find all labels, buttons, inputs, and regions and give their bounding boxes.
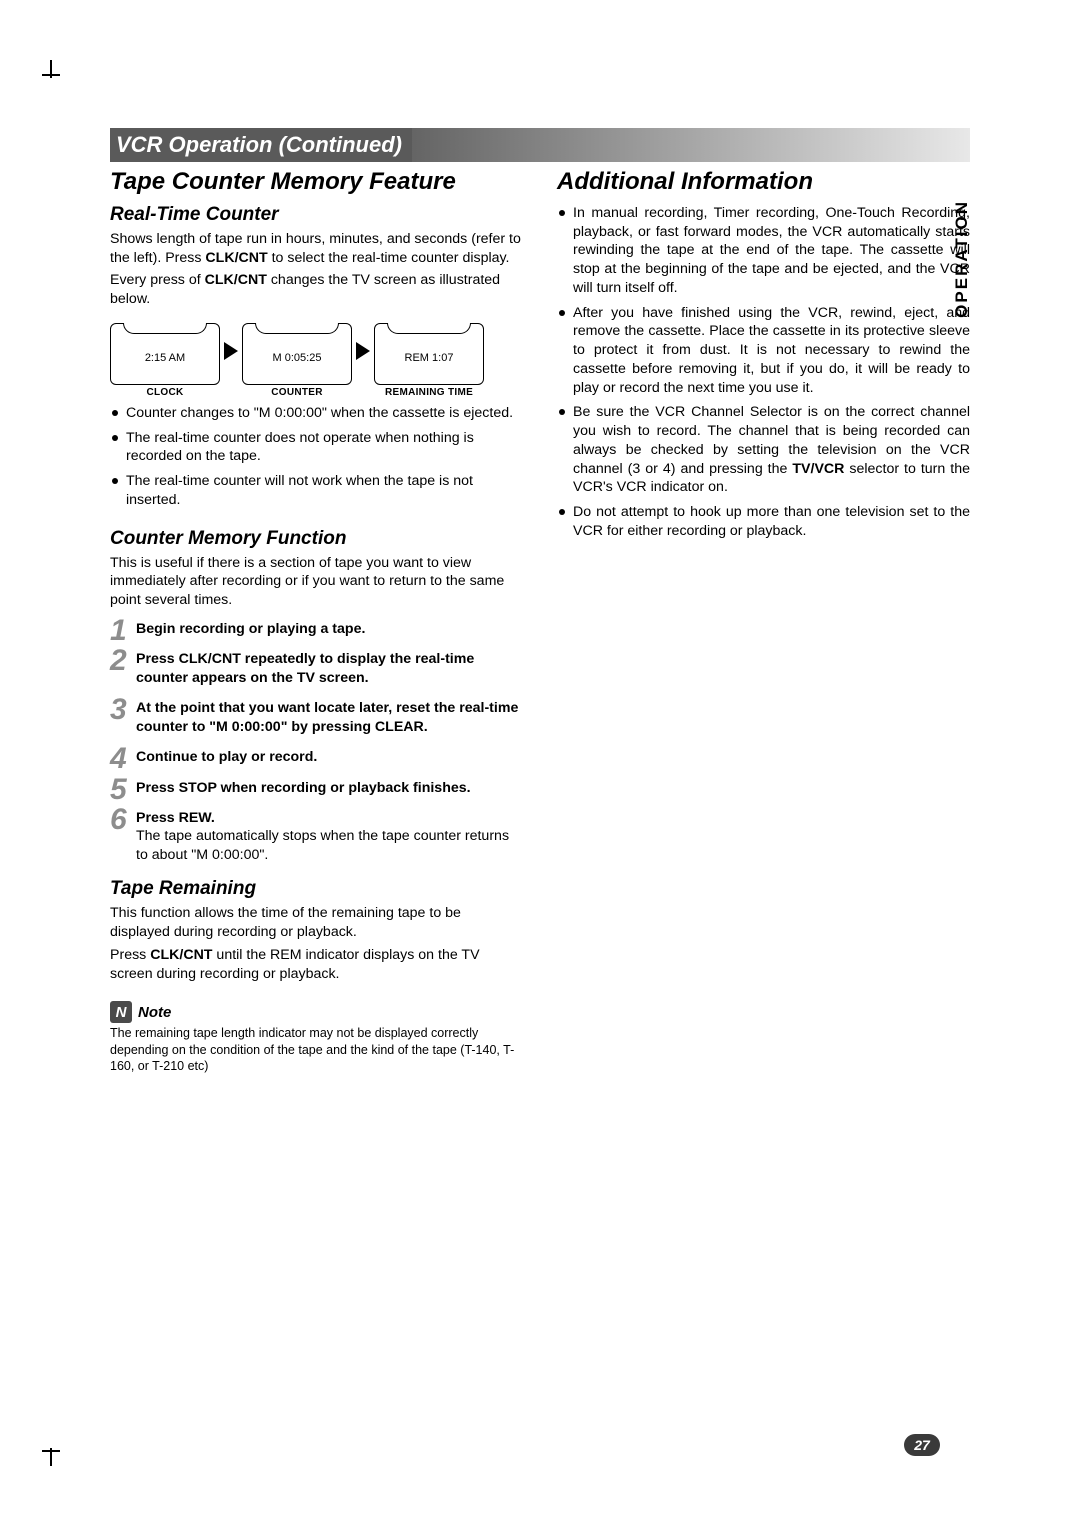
list-item: The real-time counter does not operate w… (110, 429, 523, 466)
side-tab-operation: OPERATION (952, 200, 972, 318)
note-header: N Note (110, 1001, 523, 1023)
remaining-heading: Tape Remaining (110, 878, 523, 900)
counter-screens: 2:15 AM CLOCK M 0:05:25 COUNTER REM 1:07… (110, 323, 523, 398)
remaining-p1: This function allows the time of the rem… (110, 904, 523, 941)
tape-counter-title: Tape Counter Memory Feature (110, 168, 523, 196)
note-text: The remaining tape length indicator may … (110, 1025, 523, 1074)
memory-steps: 1 Begin recording or playing a tape. 2 P… (110, 620, 523, 865)
screen-counter-label: COUNTER (242, 387, 352, 398)
crop-mark-top-left (50, 50, 74, 74)
screen-clock-label: CLOCK (110, 387, 220, 398)
screen-remaining: REM 1:07 (374, 323, 484, 385)
step-5: 5 Press STOP when recording or playback … (110, 779, 523, 797)
memory-intro: This is useful if there is a section of … (110, 554, 523, 610)
realtime-bullets: Counter changes to "M 0:00:00" when the … (110, 404, 523, 510)
screen-counter: M 0:05:25 (242, 323, 352, 385)
section-header-bar: VCR Operation (Continued) (110, 128, 970, 162)
list-item: In manual recording, Timer recording, On… (557, 204, 970, 298)
additional-info-title: Additional Information (557, 168, 970, 196)
arrow-icon (224, 342, 238, 360)
note-icon: N (110, 1001, 132, 1023)
note-title: Note (138, 1004, 171, 1021)
page-number: 27 (904, 1434, 940, 1456)
section-header-label: VCR Operation (Continued) (110, 128, 412, 162)
remaining-p2: Press CLK/CNT until the REM indicator di… (110, 946, 523, 983)
additional-info-bullets: In manual recording, Timer recording, On… (557, 204, 970, 540)
realtime-p1: Shows length of tape run in hours, minut… (110, 230, 523, 267)
step-4: 4 Continue to play or record. (110, 748, 523, 766)
step-1: 1 Begin recording or playing a tape. (110, 620, 523, 638)
list-item: Counter changes to "M 0:00:00" when the … (110, 404, 523, 423)
list-item: Do not attempt to hook up more than one … (557, 503, 970, 540)
screen-clock: 2:15 AM (110, 323, 220, 385)
list-item: Be sure the VCR Channel Selector is on t… (557, 403, 970, 497)
step-6: 6 Press REW.The tape automatically stops… (110, 809, 523, 864)
step-2: 2 Press CLK/CNT repeatedly to display th… (110, 650, 523, 687)
realtime-heading: Real-Time Counter (110, 204, 523, 226)
step-3: 3 At the point that you want locate late… (110, 699, 523, 736)
right-column: Additional Information In manual recordi… (557, 168, 970, 1078)
list-item: The real-time counter will not work when… (110, 472, 523, 509)
left-column: Tape Counter Memory Feature Real-Time Co… (110, 168, 523, 1078)
arrow-icon (356, 342, 370, 360)
realtime-p2: Every press of CLK/CNT changes the TV sc… (110, 271, 523, 308)
memory-heading: Counter Memory Function (110, 528, 523, 550)
screen-remaining-label: REMAINING TIME (374, 387, 484, 398)
list-item: After you have finished using the VCR, r… (557, 304, 970, 398)
